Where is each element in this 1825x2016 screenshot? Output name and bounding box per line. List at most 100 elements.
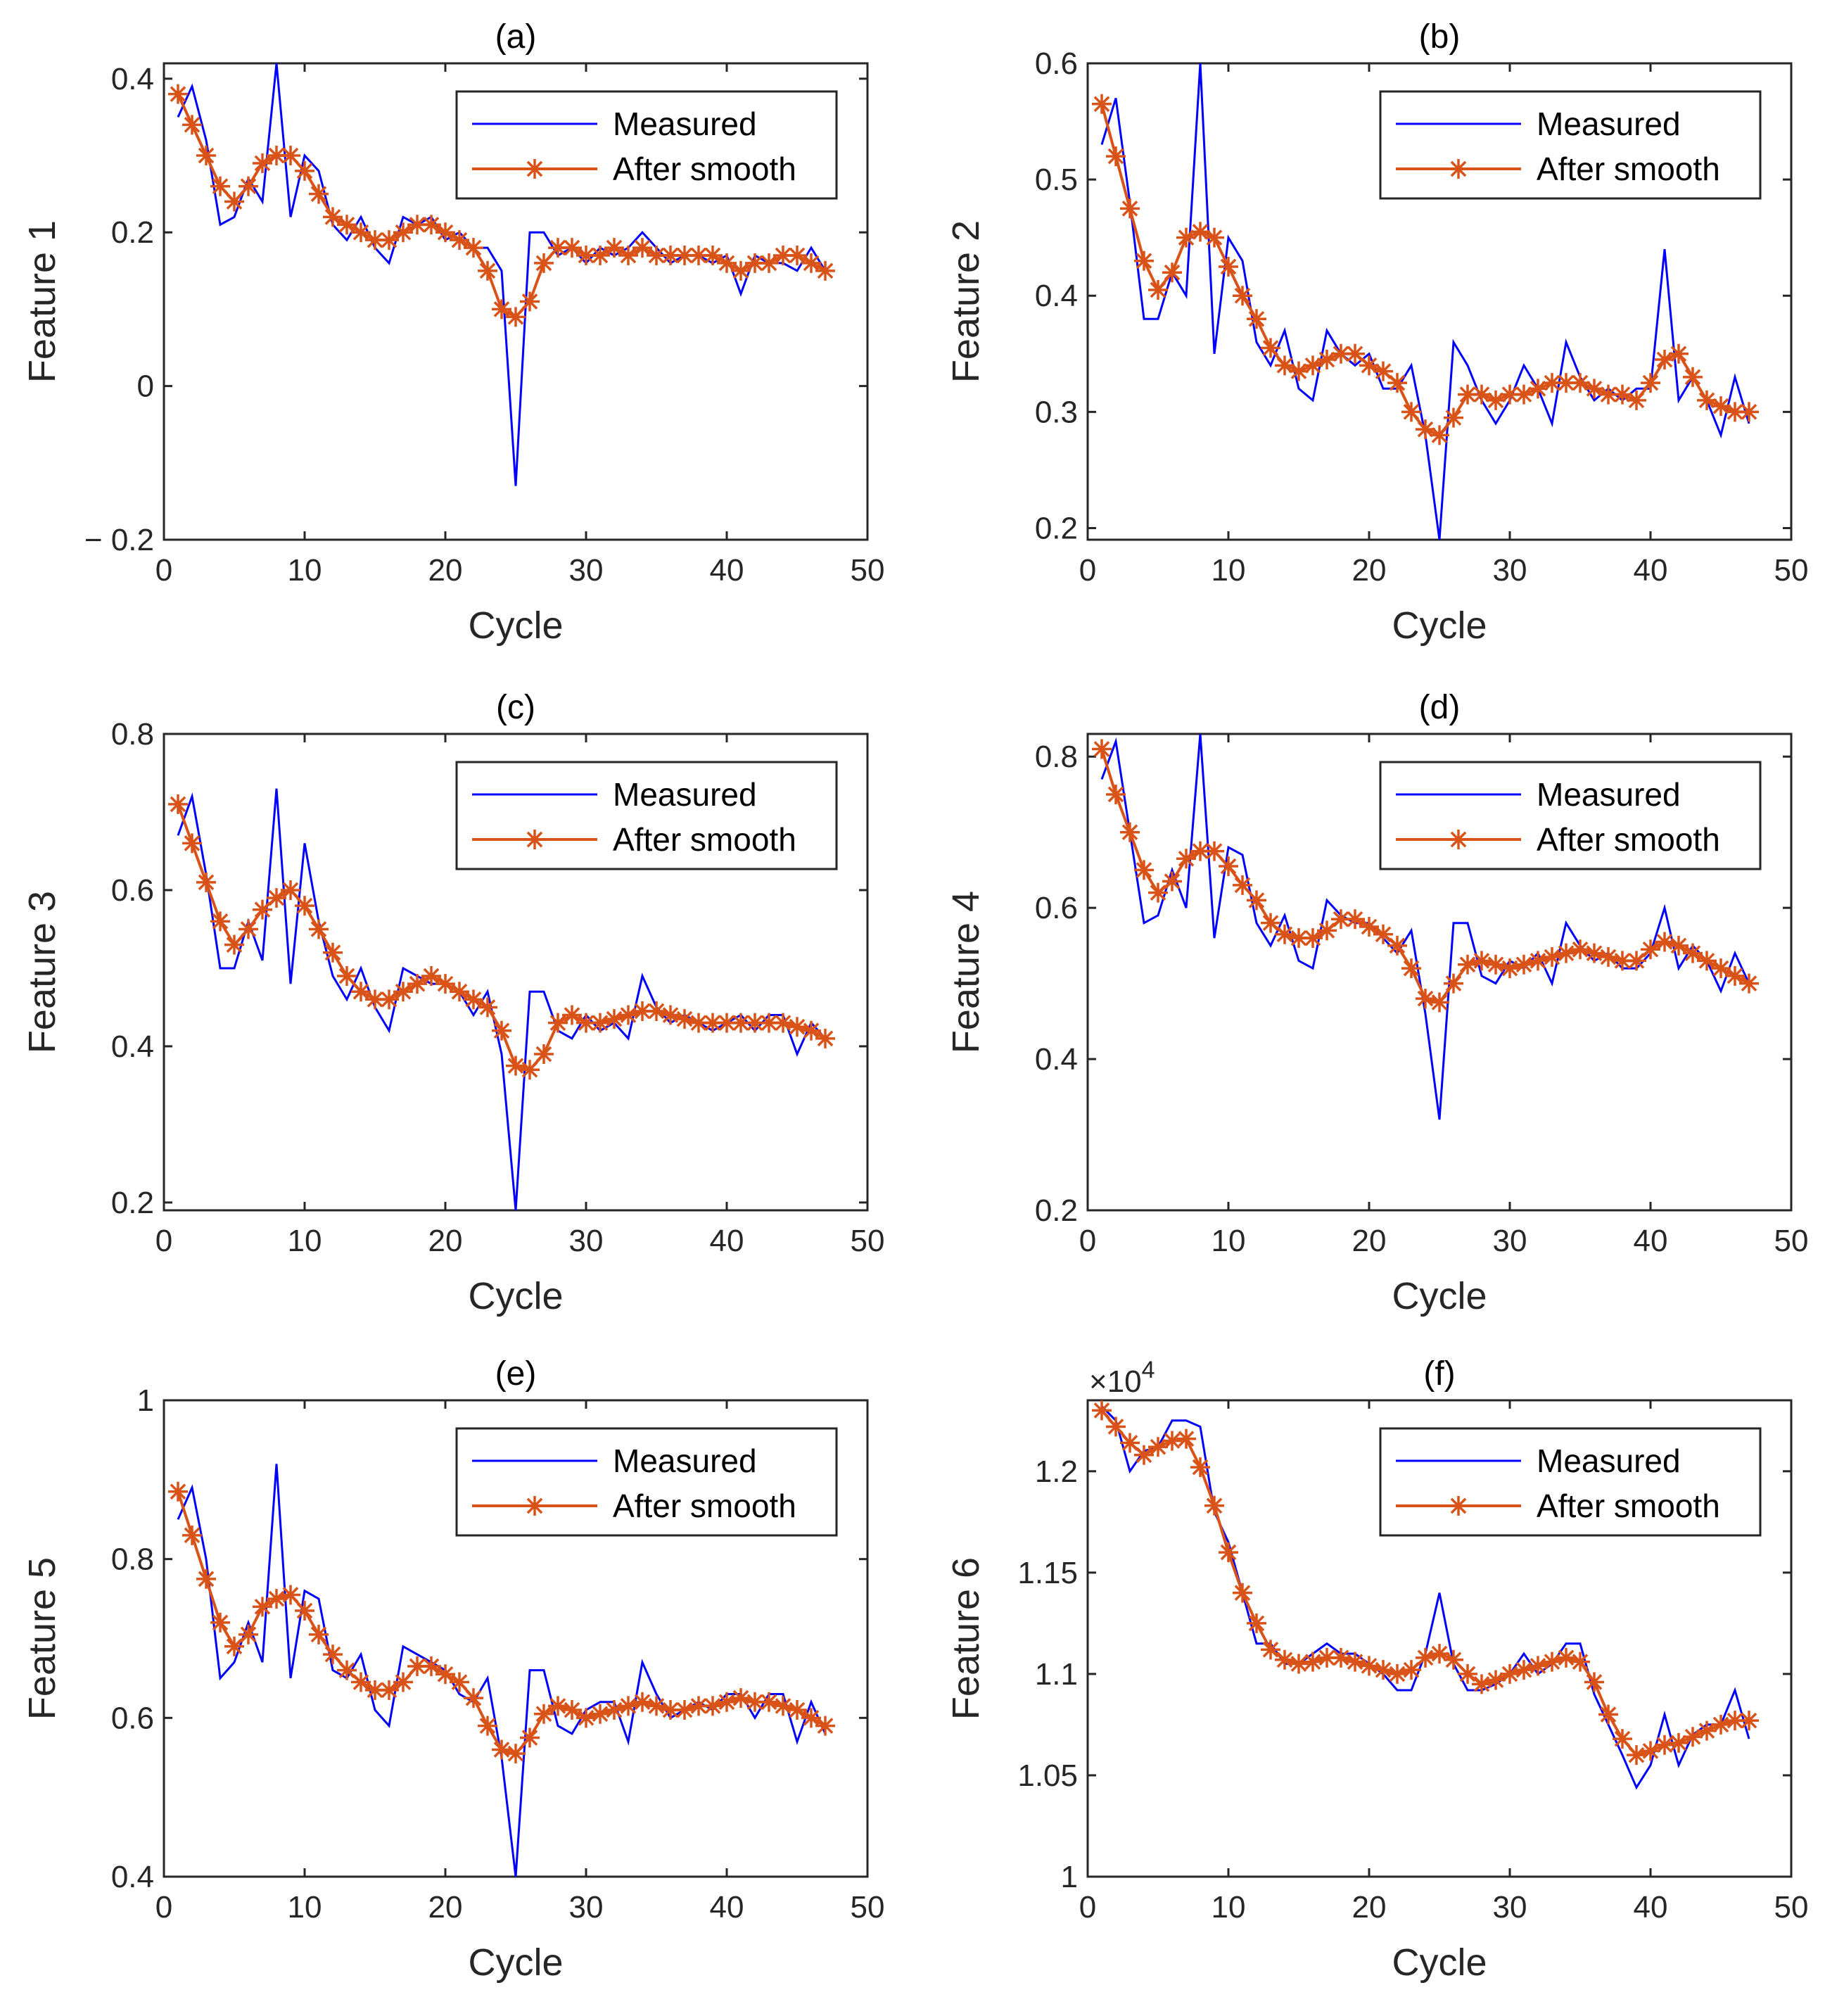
data-point-after-smooth [464,238,483,258]
x-axis-label: Cycle [1392,1941,1487,1984]
chart-title: (c) [496,689,535,726]
y-tick-label: 0.2 [111,215,154,250]
data-point-after-smooth [365,230,385,251]
data-point-after-smooth [1303,355,1323,376]
data-point-after-smooth [604,238,624,258]
data-point-after-smooth [1641,939,1660,960]
data-point-after-smooth [1486,954,1506,975]
data-point-after-smooth [478,260,497,281]
data-point-after-smooth [1598,947,1618,968]
legend-label-after-smooth: After smooth [613,821,796,858]
data-point-after-smooth [182,1525,202,1545]
x-tick-label: 40 [710,1890,744,1925]
data-point-after-smooth [1401,958,1421,979]
x-tick-label: 10 [288,553,322,588]
data-point-after-smooth [576,1708,596,1728]
data-point-after-smooth [745,253,765,273]
data-point-after-smooth [407,974,427,994]
data-point-after-smooth [703,245,723,265]
data-point-after-smooth [168,1481,188,1502]
chart-panel-f: (f) 0 10 20 30 40 50 1 1.05 1.1 1.15 1.2 Cycle Featur… [945,1355,1808,1984]
data-point-after-smooth [1148,882,1168,903]
legend-label-after-smooth: After smooth [1537,1488,1720,1524]
legend-marker-after-smooth [525,159,545,179]
data-point-after-smooth [309,919,329,939]
data-point-after-smooth [196,146,216,166]
data-point-after-smooth [337,966,357,987]
y-tick-label: 1 [137,1383,154,1418]
data-point-after-smooth [1697,1720,1717,1741]
y-tick-label: 1.2 [1035,1454,1078,1489]
data-point-after-smooth [1261,338,1280,358]
data-point-after-smooth [464,989,483,1010]
data-point-after-smooth [815,1028,835,1048]
data-point-after-smooth [801,1708,821,1728]
data-point-after-smooth [1092,739,1112,759]
chart-panel-c: (c) 0 10 20 30 40 50 0.2 0.4 0.6 0.8 Cycle Feature 3… [21,689,884,1317]
x-axis-label: Cycle [1392,604,1487,647]
x-tick-label: 40 [1634,1890,1668,1925]
data-point-after-smooth [1472,951,1492,971]
data-point-after-smooth [1739,973,1759,994]
data-point-after-smooth [1486,1670,1506,1690]
data-point-after-smooth [1655,1735,1674,1755]
data-point-after-smooth [309,1624,329,1644]
y-tick-label: 0.2 [111,1186,154,1220]
x-tick-label: 0 [155,1890,172,1925]
data-point-after-smooth [224,191,244,212]
data-point-after-smooth [576,1013,596,1033]
data-point-after-smooth [703,1013,723,1033]
data-point-after-smooth [815,260,835,281]
legend-label-after-smooth: After smooth [613,151,796,187]
data-point-after-smooth [1697,390,1717,410]
data-point-after-smooth [1416,989,1435,1009]
data-point-after-smooth [773,1013,793,1033]
x-tick-label: 40 [1634,1224,1668,1258]
x-tick-label: 50 [851,1890,885,1925]
data-point-after-smooth [1261,913,1280,933]
x-tick-label: 40 [1634,553,1668,588]
x-tick-label: 10 [1212,553,1246,588]
data-point-after-smooth [661,1005,680,1025]
x-tick-label: 0 [1079,1890,1096,1925]
data-point-after-smooth [1106,784,1126,804]
data-point-after-smooth [689,1013,708,1033]
chart-title: (e) [495,1355,537,1393]
data-point-after-smooth [1683,1727,1703,1747]
data-point-after-smooth [323,942,343,963]
data-point-after-smooth [1598,384,1618,405]
data-point-after-smooth [464,1688,483,1708]
data-point-after-smooth [1120,1433,1140,1453]
data-point-after-smooth [435,974,455,994]
legend-label-measured: Measured [1537,1443,1681,1479]
data-point-after-smooth [661,1700,680,1720]
legend-label-measured: Measured [1537,776,1681,813]
data-point-after-smooth [492,1739,511,1760]
data-point-after-smooth [281,1585,300,1605]
data-point-after-smooth [435,222,455,243]
data-point-after-smooth [1134,860,1154,880]
data-point-after-smooth [365,1680,385,1700]
data-point-after-smooth [1345,343,1365,364]
data-point-after-smooth [1373,1660,1393,1680]
x-axis-label: Cycle [1392,1275,1487,1317]
data-point-after-smooth [562,238,582,258]
data-point-after-smooth [1092,94,1112,114]
data-point-after-smooth [1359,917,1379,937]
chart-panel-e: (e) 0 10 20 30 40 50 0.4 0.6 0.8 1 Cycle Feature 5 Me… [21,1355,884,1984]
data-point-after-smooth [450,982,469,1002]
data-point-after-smooth [337,1660,357,1680]
y-tick-label: 0.8 [1035,740,1078,774]
y-tick-label: 1.1 [1035,1657,1078,1692]
data-point-after-smooth [1458,954,1477,975]
data-point-after-smooth [1219,856,1238,877]
data-point-after-smooth [1613,1729,1632,1749]
data-point-after-smooth [295,160,314,181]
data-point-after-smooth [267,1589,286,1609]
data-point-after-smooth [548,1696,568,1716]
x-tick-label: 0 [1079,553,1096,588]
data-point-after-smooth [1655,350,1674,370]
data-point-after-smooth [365,989,385,1010]
legend-marker-after-smooth [1449,1496,1468,1516]
data-point-after-smooth [323,1644,343,1665]
